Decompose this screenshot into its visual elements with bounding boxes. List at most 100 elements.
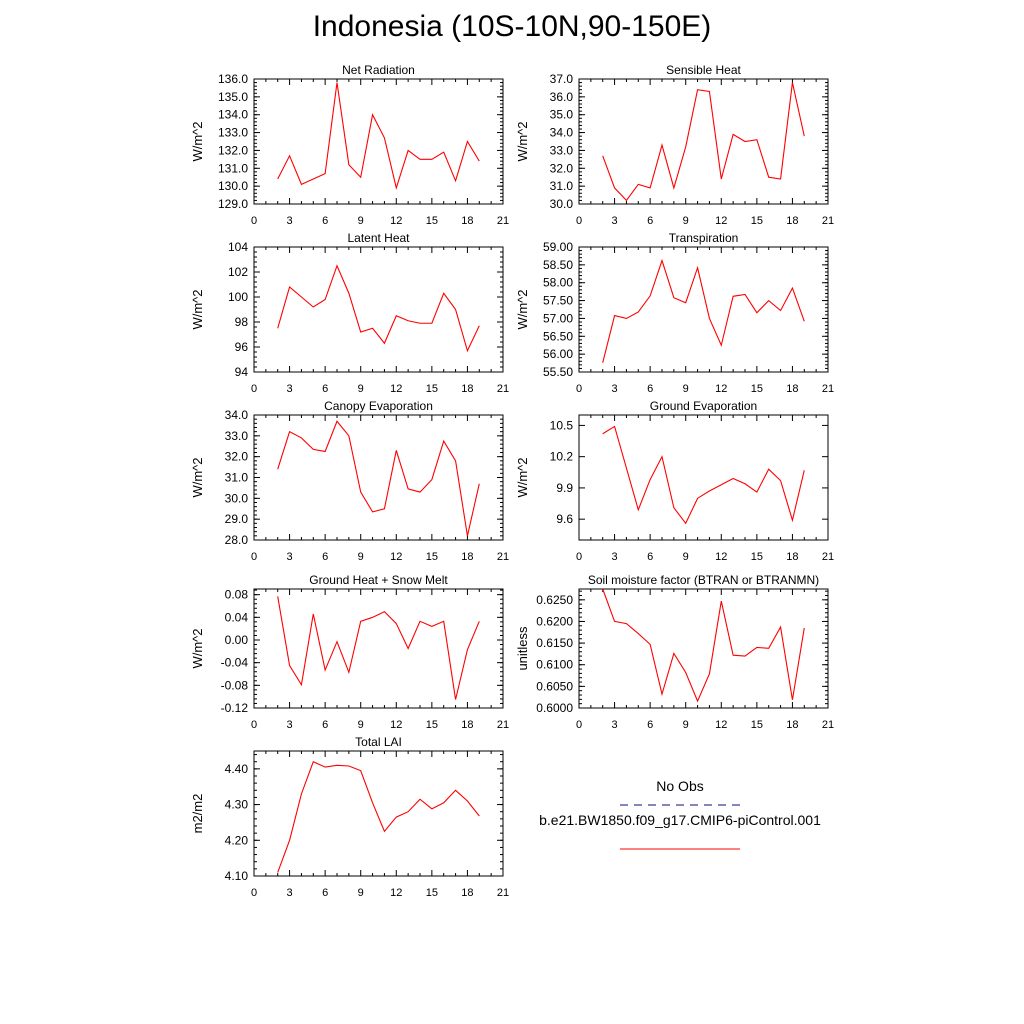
y-tick-label: 9.9 — [556, 481, 573, 495]
x-tick-label: 3 — [612, 719, 618, 731]
x-tick-label: 18 — [786, 719, 798, 731]
y-tick-label: -0.04 — [221, 656, 249, 670]
x-tick-label: 0 — [251, 887, 257, 899]
y-axis-label: W/m^2 — [190, 121, 205, 161]
x-tick-label: 3 — [287, 383, 293, 395]
y-tick-label: 10.2 — [550, 450, 574, 464]
y-tick-label: 33.0 — [550, 143, 574, 157]
y-tick-label: 28.0 — [225, 533, 249, 547]
y-tick-label: 0.6250 — [536, 593, 573, 607]
y-tick-label: 96 — [235, 340, 249, 354]
x-tick-label: 18 — [461, 215, 473, 227]
y-tick-label: 37.0 — [550, 72, 574, 86]
x-tick-label: 15 — [426, 215, 438, 227]
panel-title: Latent Heat — [347, 231, 410, 245]
x-tick-label: 0 — [251, 719, 257, 731]
x-tick-label: 18 — [786, 551, 798, 563]
x-tick-label: 9 — [683, 551, 689, 563]
y-tick-label: 0.08 — [225, 588, 249, 602]
plot-frame — [253, 246, 504, 373]
series-line — [277, 760, 480, 873]
y-tick-label: 102 — [228, 265, 248, 279]
x-tick-label: 15 — [751, 719, 763, 731]
x-tick-label: 9 — [358, 887, 364, 899]
y-tick-label: 0.6200 — [536, 614, 573, 628]
x-tick-label: 0 — [576, 551, 582, 563]
y-tick-label: 132.0 — [218, 143, 248, 157]
y-tick-label: 104 — [228, 240, 248, 254]
y-axis-label: m2/m2 — [190, 794, 205, 834]
y-tick-label: 33.0 — [225, 429, 249, 443]
x-tick-label: 15 — [426, 383, 438, 395]
y-tick-label: 35.0 — [550, 108, 574, 122]
panel-9: 0 3 6 9 12 15 18 21 4.10 4.20 4.30 4.40 Total LAI m2/… — [190, 735, 509, 899]
x-tick-label: 15 — [426, 719, 438, 731]
y-tick-label: 9.6 — [556, 512, 573, 526]
panel-4: 0 3 6 9 12 15 18 21 55.50 56.00 56.50 57.00 57.50 58.… — [515, 231, 834, 395]
y-tick-label: 133.0 — [218, 126, 248, 140]
y-tick-label: 58.00 — [543, 276, 573, 290]
plot-frame — [578, 588, 829, 709]
x-tick-label: 0 — [576, 215, 582, 227]
x-tick-label: 6 — [322, 215, 328, 227]
x-tick-label: 3 — [287, 719, 293, 731]
y-tick-label: 57.00 — [543, 311, 573, 325]
main-title: Indonesia (10S-10N,90-150E) — [312, 10, 712, 43]
x-tick-label: 0 — [251, 383, 257, 395]
x-tick-label: 9 — [358, 383, 364, 395]
y-tick-label: 4.10 — [225, 869, 249, 883]
x-tick-label: 9 — [358, 719, 364, 731]
y-tick-label: 4.30 — [225, 798, 249, 812]
x-tick-label: 15 — [426, 551, 438, 563]
x-tick-label: 15 — [751, 383, 763, 395]
y-tick-label: 57.50 — [543, 294, 573, 308]
x-tick-label: 9 — [683, 719, 689, 731]
y-axis-label: W/m^2 — [190, 457, 205, 497]
y-tick-label: 134.0 — [218, 108, 248, 122]
x-tick-label: 9 — [683, 215, 689, 227]
y-tick-label: 131.0 — [218, 161, 248, 175]
panel-title: Net Radiation — [342, 63, 415, 77]
y-tick-label: 0.6150 — [536, 636, 573, 650]
x-tick-label: 18 — [461, 383, 473, 395]
y-tick-label: 4.20 — [225, 833, 249, 847]
plot-frame — [578, 78, 829, 205]
panel-title: Sensible Heat — [666, 63, 741, 77]
y-tick-label: 129.0 — [218, 197, 248, 211]
x-tick-label: 21 — [497, 887, 509, 899]
series-line — [602, 258, 805, 363]
y-tick-label: 135.0 — [218, 90, 248, 104]
x-tick-label: 0 — [576, 383, 582, 395]
x-tick-label: 21 — [497, 215, 509, 227]
y-tick-label: 30.0 — [225, 491, 249, 505]
x-tick-label: 15 — [751, 551, 763, 563]
y-tick-label: 0.6050 — [536, 679, 573, 693]
y-tick-label: 31.0 — [225, 471, 249, 485]
panel-3: 0 3 6 9 12 15 18 21 94 96 98 100 102 104 Latent Heat W/… — [190, 231, 509, 395]
x-tick-label: 3 — [287, 551, 293, 563]
x-tick-label: 12 — [390, 215, 402, 227]
x-tick-label: 12 — [715, 215, 727, 227]
legend: No Obs b.e21.BW1850.f09_g17.CMIP6-piCont… — [520, 778, 840, 854]
y-tick-label: 32.0 — [550, 161, 574, 175]
x-tick-label: 6 — [322, 887, 328, 899]
panel-8: 0 3 6 9 12 15 18 21 0.6000 0.6050 0.6100 0.6150 0.62… — [515, 573, 834, 731]
legend-swatch-no-obs — [620, 804, 740, 806]
x-tick-label: 9 — [358, 551, 364, 563]
x-tick-label: 3 — [287, 215, 293, 227]
x-tick-label: 9 — [358, 215, 364, 227]
y-tick-label: 130.0 — [218, 179, 248, 193]
y-tick-label: 59.00 — [543, 240, 573, 254]
panel-title: Total LAI — [355, 735, 402, 749]
x-tick-label: 18 — [786, 383, 798, 395]
x-tick-label: 9 — [683, 383, 689, 395]
panel-title: Canopy Evaporation — [324, 399, 433, 413]
y-tick-label: -0.12 — [221, 701, 249, 715]
x-tick-label: 3 — [612, 551, 618, 563]
panel-title: Soil moisture factor (BTRAN or BTRANMN) — [588, 573, 819, 587]
y-axis-label: unitless — [515, 626, 530, 671]
x-tick-label: 6 — [322, 383, 328, 395]
y-tick-label: 34.0 — [550, 126, 574, 140]
x-tick-label: 12 — [715, 551, 727, 563]
